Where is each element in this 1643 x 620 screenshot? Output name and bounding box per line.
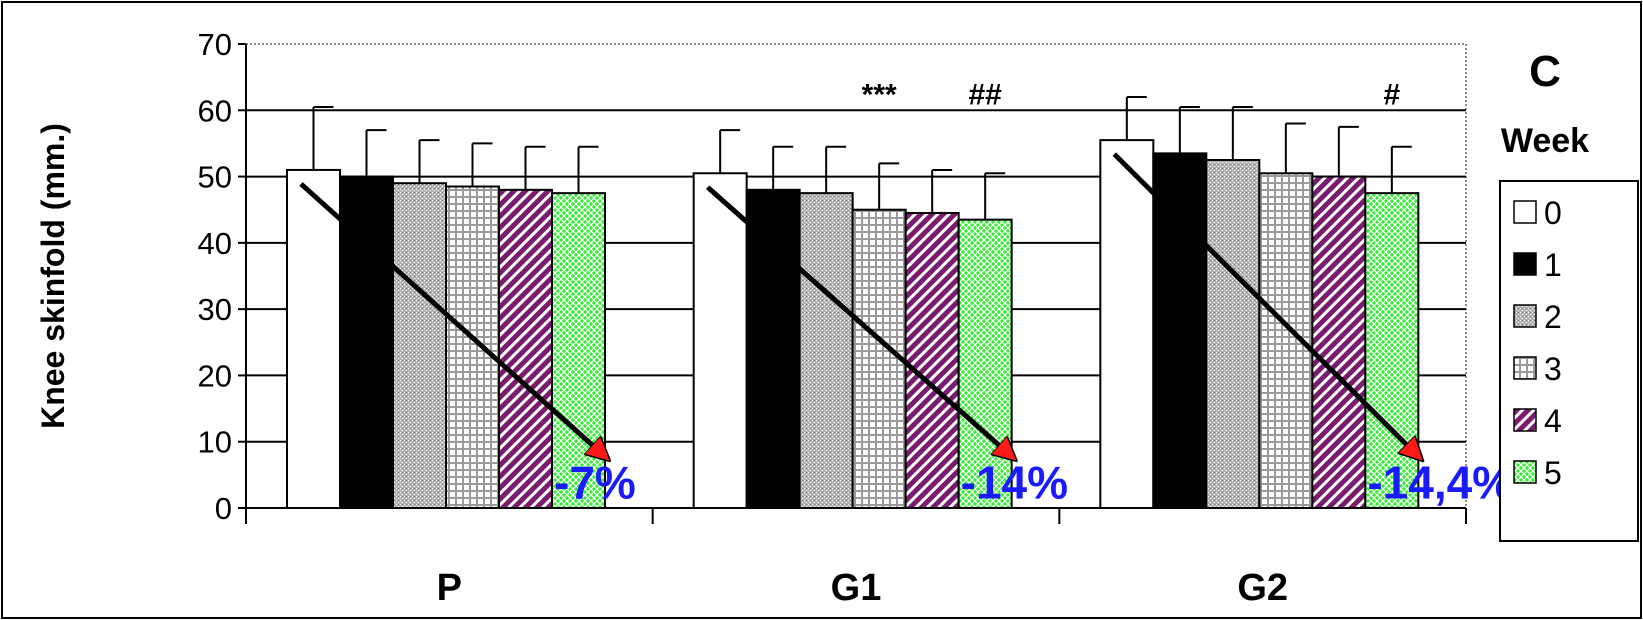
trend-arrow bbox=[1112, 152, 1420, 458]
x-axis: P G1 G2 bbox=[245, 507, 1467, 609]
y-tick-label: 10 bbox=[198, 425, 232, 460]
x-category-label: G1 bbox=[831, 567, 882, 609]
legend-entry: 4 bbox=[1544, 403, 1562, 439]
significance-marker: *** bbox=[862, 78, 897, 111]
significance-marker: # bbox=[1383, 78, 1400, 111]
bar bbox=[904, 212, 960, 509]
legend-swatch bbox=[1513, 356, 1537, 380]
legend-entry: 0 bbox=[1544, 195, 1562, 231]
percent-change-label: -14% bbox=[961, 457, 1068, 509]
panel-label: C bbox=[1529, 47, 1561, 96]
legend-swatch bbox=[1513, 304, 1537, 328]
y-tick-label: 60 bbox=[198, 93, 232, 128]
y-tick-label: 0 bbox=[215, 491, 232, 526]
legend-swatch bbox=[1513, 252, 1537, 276]
annotations: *** ## # bbox=[862, 78, 1401, 111]
trend-arrow bbox=[299, 182, 607, 458]
bar bbox=[1099, 139, 1155, 509]
y-tick-label: 70 bbox=[198, 27, 232, 62]
bar bbox=[1205, 159, 1261, 509]
legend: 0 1 2 3 4 5 bbox=[1499, 180, 1639, 542]
x-category-label: P bbox=[437, 567, 462, 609]
legend-entry: 2 bbox=[1544, 299, 1562, 335]
legend-swatch bbox=[1513, 200, 1537, 224]
trend-arrow bbox=[706, 185, 1014, 458]
bar bbox=[445, 185, 500, 509]
y-axis: 0 10 20 30 40 50 60 70 bbox=[198, 27, 247, 526]
y-tick-label: 30 bbox=[198, 292, 232, 327]
percent-change-label: -14,4% bbox=[1367, 457, 1513, 509]
y-tick-label: 50 bbox=[198, 160, 232, 195]
legend-swatch bbox=[1513, 460, 1537, 484]
error-bars bbox=[312, 96, 1412, 220]
bar bbox=[392, 182, 447, 509]
bar bbox=[286, 168, 341, 509]
legend-swatch bbox=[1513, 408, 1537, 432]
trend-arrows: -7% -14% -14,4% bbox=[299, 152, 1513, 509]
y-tick-label: 40 bbox=[198, 226, 232, 261]
bar bbox=[1311, 175, 1367, 509]
percent-change-label: -7% bbox=[554, 457, 636, 509]
bar bbox=[798, 192, 854, 509]
legend-entry: 3 bbox=[1544, 351, 1562, 387]
bar bbox=[692, 172, 748, 509]
legend-entry: 1 bbox=[1544, 247, 1562, 283]
x-category-label: G2 bbox=[1237, 567, 1288, 609]
legend-entry: 5 bbox=[1544, 455, 1562, 491]
bar bbox=[498, 188, 553, 509]
legend-title: Week bbox=[1501, 122, 1589, 160]
significance-marker: ## bbox=[968, 78, 1002, 111]
bar bbox=[1152, 152, 1208, 509]
y-axis-label: Knee skinfold (mm.) bbox=[35, 123, 71, 429]
bar bbox=[745, 188, 801, 509]
bars bbox=[286, 139, 1420, 510]
y-tick-label: 20 bbox=[198, 358, 232, 393]
